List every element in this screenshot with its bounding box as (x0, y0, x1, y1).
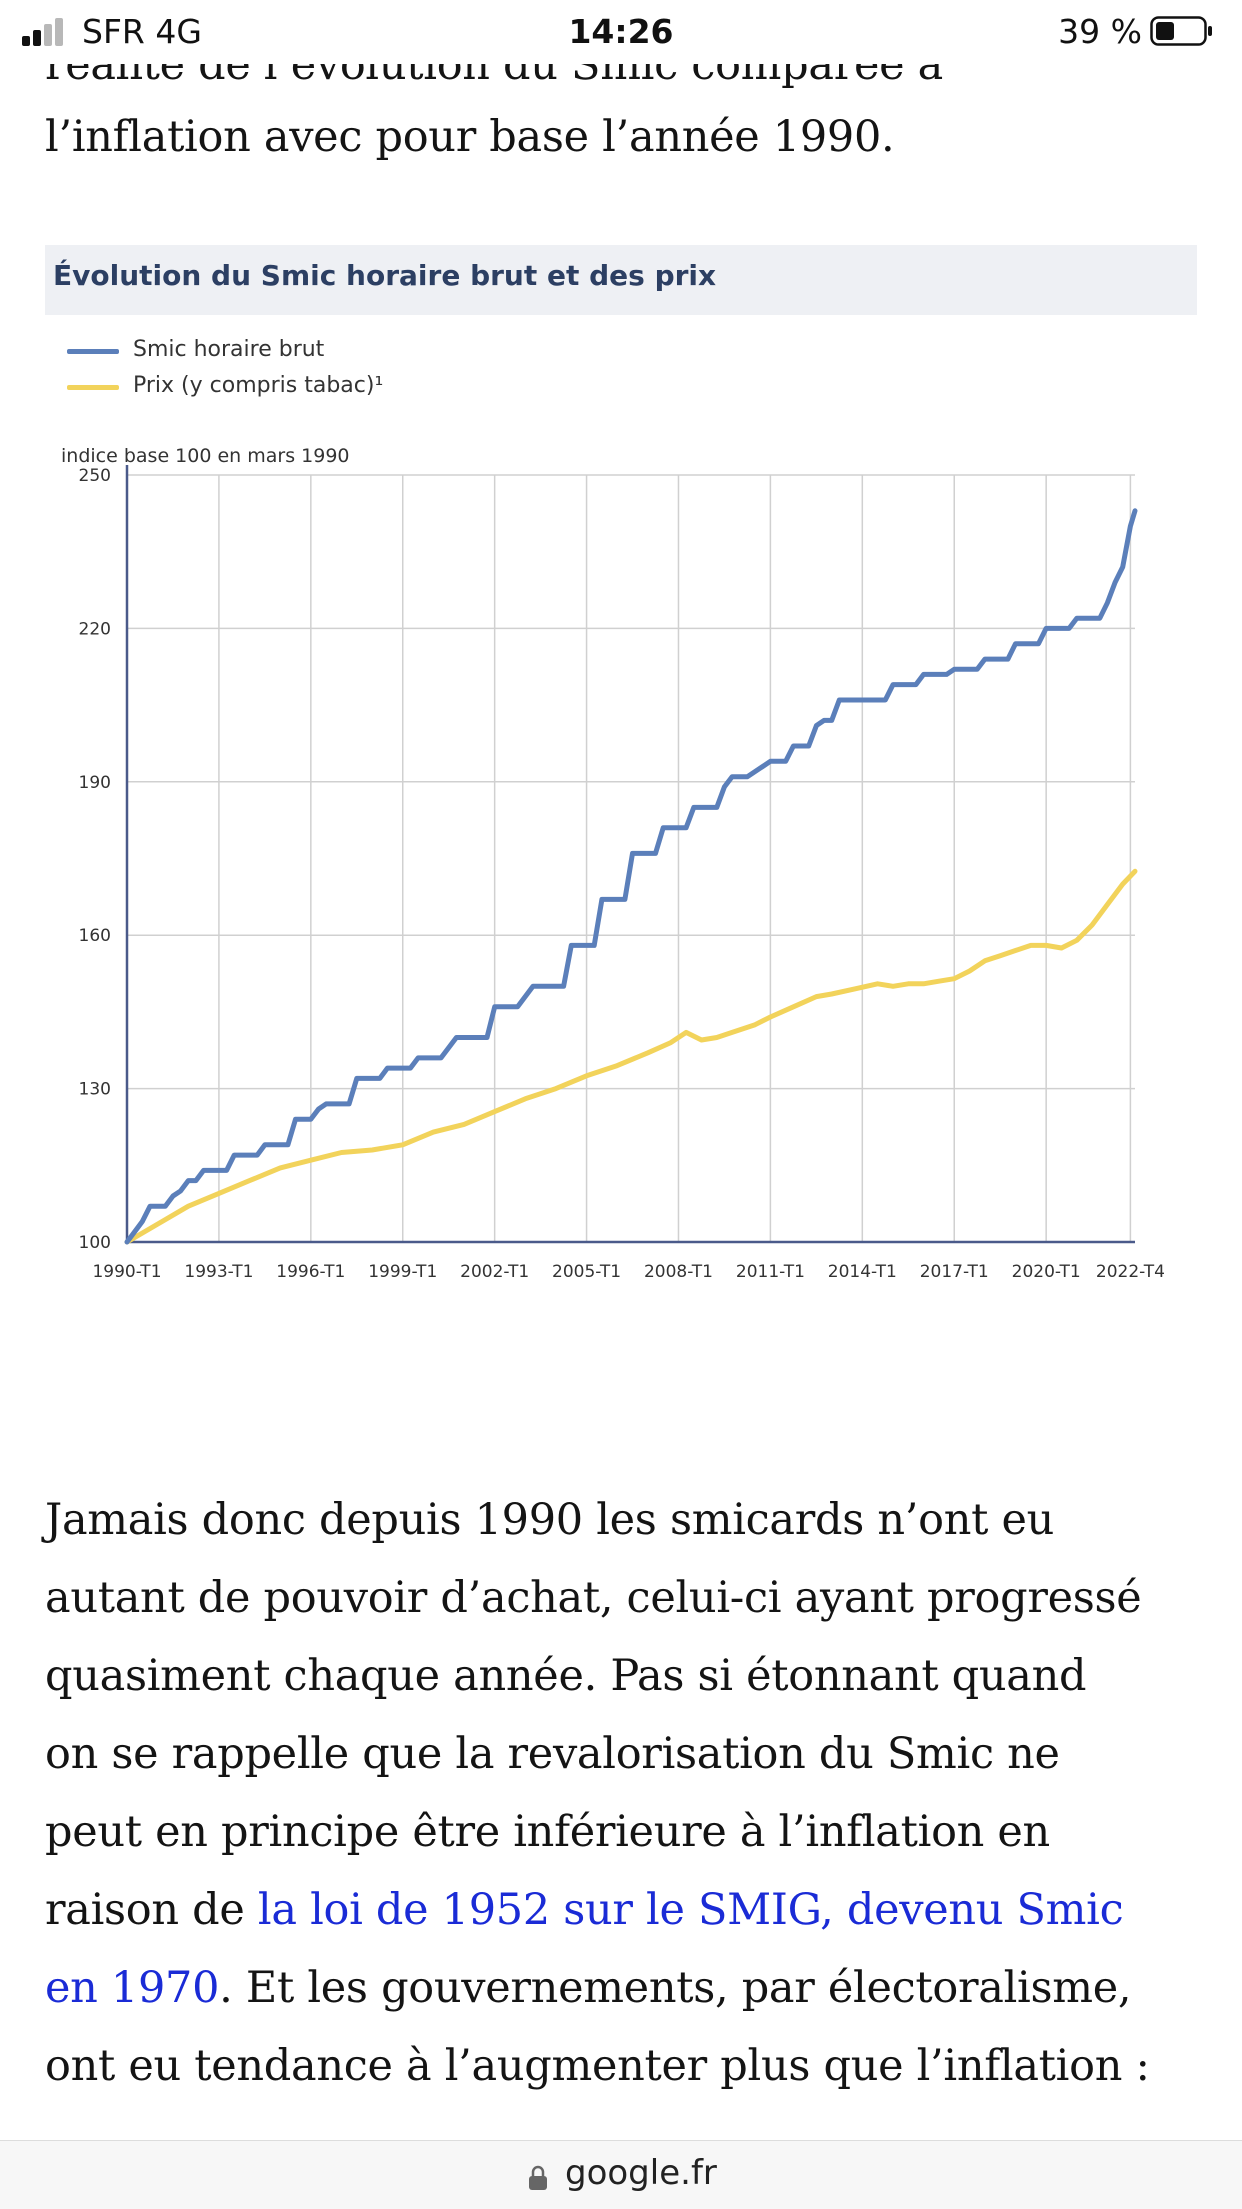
x-tick-label: 1999-T1 (368, 1262, 437, 1282)
chart-title: Évolution du Smic horaire brut et des pr… (53, 259, 717, 292)
status-bar: SFR 4G 14:26 39 % (0, 0, 1242, 64)
x-tick-label: 2008-T1 (644, 1262, 713, 1282)
x-tick-label: 2017-T1 (920, 1262, 989, 1282)
legend-swatch-prix (67, 385, 119, 390)
paragraph-line: raison de la loi de 1952 sur le SMIG, de… (45, 1885, 1124, 1935)
legend-label-prix: Prix (y compris tabac)¹ (133, 373, 384, 398)
y-tick-label: 250 (79, 466, 111, 486)
intro-line: l’inflation avec pour base l’année 1990. (45, 112, 895, 162)
chart-title-bar: Évolution du Smic horaire brut et des pr… (45, 245, 1197, 315)
y-tick-label: 220 (79, 619, 111, 639)
paragraph-line: peut en principe être inférieure à l’inf… (45, 1807, 1050, 1857)
x-tick-label: 1990-T1 (92, 1262, 161, 1282)
chart-figure: Évolution du Smic horaire brut et des pr… (45, 245, 1197, 1405)
signal-strength-icon (22, 16, 70, 46)
x-tick-label: 1996-T1 (276, 1262, 345, 1282)
x-tick-label: 2002-T1 (460, 1262, 529, 1282)
y-tick-label: 160 (79, 926, 111, 946)
article-paragraph: Jamais donc depuis 1990 les smicards n’o… (45, 1495, 1205, 2140)
smig-law-link-continued[interactable]: en 1970 (45, 1963, 220, 2013)
legend-label-smic: Smic horaire brut (133, 337, 325, 362)
url-domain[interactable]: google.fr (565, 2153, 717, 2193)
battery-percent: 39 % (1058, 12, 1142, 51)
smig-law-link[interactable]: la loi de 1952 sur le SMIG, devenu Smic (257, 1885, 1124, 1935)
x-tick-label: 2005-T1 (552, 1262, 621, 1282)
browser-url-bar[interactable]: google.fr (0, 2140, 1242, 2209)
series-line-smic (124, 508, 1138, 1245)
y-tick-label: 130 (79, 1080, 111, 1100)
x-tick-label: 2020-T1 (1012, 1262, 1081, 1282)
series-line-prix (124, 868, 1138, 1245)
paragraph-line: en 1970. Et les gouvernements, par élect… (45, 1963, 1132, 2013)
y-tick-label: 100 (79, 1233, 111, 1253)
status-time: 14:26 (568, 12, 674, 51)
y-axis-unit-label: indice base 100 en mars 1990 (61, 445, 350, 467)
x-tick-label: 2014-T1 (828, 1262, 897, 1282)
article-intro: réalité de l’évolution du Smic comparée … (45, 30, 1205, 170)
paragraph-text: raison de (45, 1885, 258, 1935)
x-tick-label: 1993-T1 (184, 1262, 253, 1282)
lock-icon (529, 2165, 547, 2190)
paragraph-line: ont eu tendance à l’augmenter plus que l… (45, 2041, 1150, 2091)
x-tick-label: 2022-T4 (1096, 1262, 1165, 1282)
paragraph-line: on se rappelle que la revalorisation du … (45, 1729, 1060, 1779)
battery-icon (1150, 16, 1212, 46)
x-tick-label: 2011-T1 (736, 1262, 805, 1282)
paragraph-line: quasiment chaque année. Pas si étonnant … (45, 1651, 1087, 1701)
carrier-label: SFR 4G (82, 12, 202, 51)
paragraph-text: . Et les gouvernements, par électoralism… (219, 1963, 1132, 2013)
paragraph-line: autant de pouvoir d’achat, celui-ci ayan… (45, 1573, 1142, 1623)
y-tick-label: 190 (79, 773, 111, 793)
legend-swatch-smic (67, 349, 119, 354)
line-chart: 1990-T1 1993-T1 1996-T1 1999-T1 2002-T1 2005-… (79, 465, 1165, 1282)
paragraph-line: Jamais donc depuis 1990 les smicards n’o… (45, 1495, 1055, 1545)
